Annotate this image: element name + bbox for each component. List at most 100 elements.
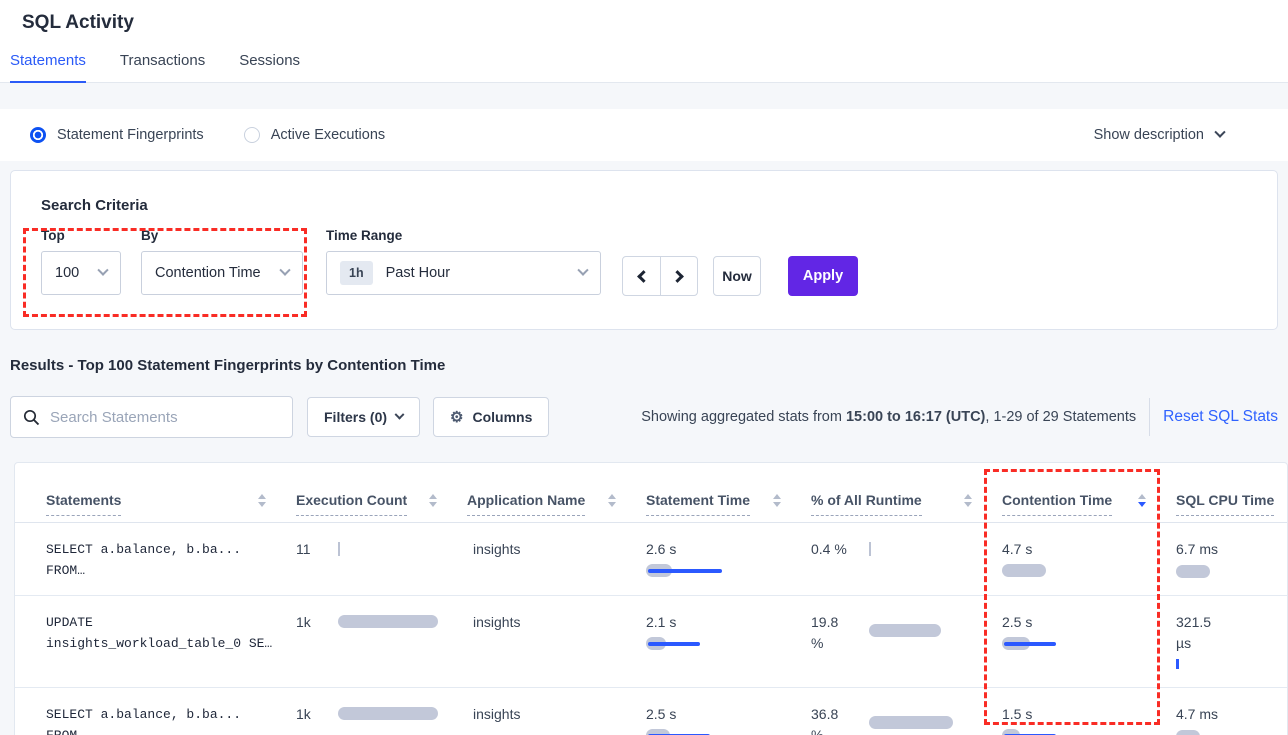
application-name-cell: insights	[473, 541, 521, 557]
tab-sessions[interactable]: Sessions	[239, 52, 301, 69]
stats-time-range: 15:00 to 16:17 (UTC)	[845, 409, 986, 425]
search-icon	[23, 409, 40, 425]
reset-sql-stats-link[interactable]: Reset SQL Stats	[1163, 408, 1278, 425]
top-field-label: Top	[41, 228, 65, 243]
search-criteria-heading: Search Criteria	[41, 197, 148, 214]
sort-icon[interactable]	[608, 494, 616, 507]
contention-time-cell: 4.7 s	[1002, 539, 1176, 578]
chevron-left-icon	[636, 269, 650, 283]
statement-time-cell: 2.5 s	[646, 704, 811, 735]
radio-active-executions[interactable]: Active Executions	[243, 127, 386, 143]
previous-time-button[interactable]	[623, 257, 660, 295]
view-toggle-band: Statement Fingerprints Active Executions…	[0, 109, 1288, 161]
page-title: SQL Activity	[22, 12, 134, 33]
chevron-down-icon	[394, 409, 405, 420]
bar-tick	[338, 542, 340, 556]
execution-count-cell: 1k	[296, 704, 467, 724]
application-name-cell: insights	[473, 706, 521, 722]
apply-button[interactable]: Apply	[788, 256, 858, 296]
execution-count-bar	[338, 542, 458, 556]
tab-statements[interactable]: Statements	[10, 52, 86, 83]
search-criteria-row: Top 100 By Contention Time Time Range 1h…	[23, 228, 1277, 317]
column-header-statements[interactable]: Statements	[15, 463, 296, 522]
statement-time-bar	[646, 729, 766, 735]
chevron-down-icon	[97, 264, 109, 276]
statement-cell[interactable]: SELECT a.balance, b.ba... FROM…	[46, 542, 242, 578]
contention-time-cell: 1.5 s	[1002, 704, 1176, 735]
sql-cpu-time-bar	[1176, 730, 1287, 735]
sql-cpu-time-cell: 4.7 ms	[1176, 704, 1287, 735]
top-field: Top 100	[41, 228, 121, 295]
statement-cell[interactable]: UPDATE insights_workload_table_0 SE…	[46, 615, 273, 651]
contention-time-cell: 2.5 s	[1002, 612, 1176, 651]
statement-cell[interactable]: SELECT a.balance, b.ba... FROM…	[46, 707, 242, 735]
sort-icon[interactable]	[773, 494, 781, 507]
column-header-application-name[interactable]: Application Name	[467, 463, 646, 522]
time-range-select[interactable]: 1h Past Hour	[326, 251, 601, 295]
table-row[interactable]: UPDATE insights_workload_table_0 SE… 1k …	[15, 596, 1287, 688]
tab-transactions[interactable]: Transactions	[119, 52, 206, 69]
top-select-value: 100	[55, 265, 80, 281]
table-row[interactable]: SELECT a.balance, b.ba... FROM… 1k insig…	[15, 688, 1287, 735]
filters-button[interactable]: Filters (0)	[307, 397, 421, 437]
top-select[interactable]: 100	[41, 251, 121, 295]
filters-button-label: Filters (0)	[324, 409, 388, 425]
runtime-pct-cell: 0.4 %	[811, 539, 1002, 560]
time-step-buttons	[622, 256, 698, 296]
bar-tick	[1176, 659, 1179, 669]
results-heading: Results - Top 100 Statement Fingerprints…	[10, 357, 446, 374]
show-description-toggle[interactable]: Show description	[1093, 126, 1226, 143]
search-statements-input[interactable]	[50, 408, 280, 426]
column-header-statement-time[interactable]: Statement Time	[646, 463, 811, 522]
sql-cpu-time-bar	[1176, 565, 1287, 579]
runtime-pct-cell: 19.8%	[811, 612, 1002, 654]
by-field-label: By	[141, 228, 159, 243]
radio-selected-icon[interactable]	[30, 127, 46, 143]
runtime-pct-bar	[869, 716, 989, 730]
radio-unselected-icon[interactable]	[243, 127, 260, 143]
runtime-pct-bar	[869, 624, 989, 638]
show-description-label: Show description	[1093, 127, 1204, 143]
sort-icon-active-desc[interactable]	[1138, 494, 1146, 507]
next-time-button[interactable]	[660, 257, 697, 295]
column-header-contention-time[interactable]: Contention Time	[1002, 463, 1176, 522]
chevron-down-icon	[577, 264, 589, 276]
now-button[interactable]: Now	[713, 256, 761, 296]
statement-time-bar	[646, 637, 766, 651]
statement-time-bar	[646, 564, 766, 578]
columns-button[interactable]: ⚙ Columns	[433, 397, 550, 437]
statements-table-card: Statements Execution Count Application N…	[14, 462, 1288, 735]
time-range-field: Time Range 1h Past Hour	[326, 228, 601, 295]
topbar: SQL Activity Statements Transactions Ses…	[0, 0, 1288, 83]
sort-icon[interactable]	[429, 494, 437, 507]
sort-icon[interactable]	[964, 494, 972, 507]
execution-count-bar	[338, 707, 458, 721]
radio-statement-fingerprints[interactable]: Statement Fingerprints	[30, 127, 204, 143]
contention-time-bar	[1002, 729, 1122, 735]
search-statements-box[interactable]	[10, 396, 293, 438]
chevron-right-icon	[671, 269, 684, 283]
aggregated-stats-text: Showing aggregated stats from 15:00 to 1…	[641, 409, 1137, 425]
application-name-cell: insights	[473, 614, 521, 630]
radio-active-executions-label: Active Executions	[270, 127, 386, 143]
gear-icon: ⚙	[450, 408, 464, 426]
by-select-value: Contention Time	[155, 265, 261, 281]
contention-time-bar	[1002, 637, 1122, 651]
chevron-down-icon	[279, 264, 291, 276]
results-toolbar: Filters (0) ⚙ Columns Showing aggregated…	[10, 396, 1278, 438]
sort-icon[interactable]	[258, 494, 266, 507]
column-header-sql-cpu-time[interactable]: SQL CPU Time	[1176, 463, 1287, 522]
execution-count-cell: 1k	[296, 612, 467, 632]
time-range-badge: 1h	[340, 261, 373, 285]
table-header-row: Statements Execution Count Application N…	[15, 463, 1287, 523]
contention-time-bar	[1002, 564, 1122, 578]
column-header-execution-count[interactable]: Execution Count	[296, 463, 467, 522]
table-row[interactable]: SELECT a.balance, b.ba... FROM… 11 insig…	[15, 523, 1287, 596]
sql-cpu-time-bar	[1176, 659, 1287, 673]
column-header-runtime-pct[interactable]: % of All Runtime	[811, 463, 1002, 522]
statement-time-cell: 2.1 s	[646, 612, 811, 651]
time-range-label: Time Range	[326, 228, 403, 243]
toolbar-divider	[1149, 398, 1151, 436]
by-select[interactable]: Contention Time	[141, 251, 303, 295]
